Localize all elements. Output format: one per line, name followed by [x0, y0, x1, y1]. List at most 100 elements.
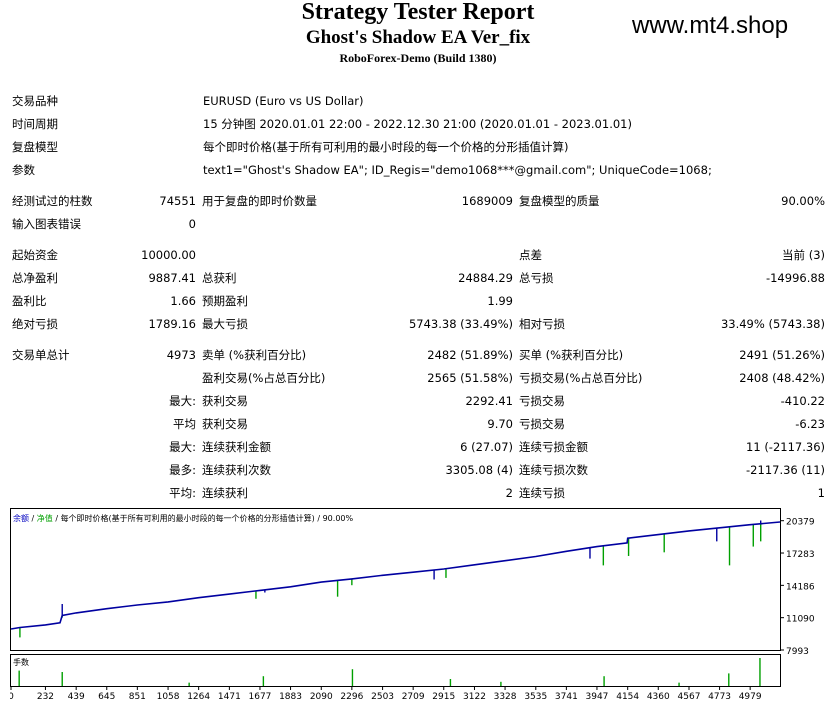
errors-value: 0 [188, 216, 196, 231]
gross-loss-value: -14996.88 [765, 270, 825, 285]
deposit-row: 起始资金 10000.00 点差 当前 (3) [10, 243, 825, 266]
bars-label: 经测试过的柱数 [12, 193, 93, 208]
max-consecutive-count-row: 最多: 连续获利次数 3305.08 (4) 连续亏损次数 -2117.36 (… [10, 458, 825, 481]
consecutive-losses-count-value: -2117.36 (11) [746, 462, 825, 477]
expected-payoff-label: 预期盈利 [202, 293, 248, 308]
x-tick-label: 1677 [249, 692, 272, 702]
deposit-label: 起始资金 [12, 247, 58, 262]
consecutive-losses-count-label: 连续亏损次数 [519, 462, 588, 477]
x-tick-label: 3947 [586, 692, 609, 702]
server-name: RoboForex-Demo (Build 1380) [339, 51, 497, 65]
total-trades-row: 交易单总计 4973 卖单 (%获利百分比) 2482 (51.89%) 买单 … [10, 343, 825, 366]
x-tick-label: 4567 [678, 692, 701, 702]
max-drawdown-value: 5743.38 (33.49%) [408, 316, 513, 331]
net-profit-row: 总净盈利 9887.41 总获利 24884.29 总亏损 -14996.88 [10, 266, 825, 289]
x-tick-label: 3741 [555, 692, 578, 702]
x-tick-label: 2090 [310, 692, 333, 702]
spread-value: 当前 (3) [782, 247, 825, 262]
profit-trades-label: 盈利交易(%占总百分比) [202, 370, 326, 385]
x-tick-label: 1883 [279, 692, 302, 702]
rel-drawdown-value: 33.49% (5743.38) [720, 316, 825, 331]
max-drawdown-label: 最大亏损 [202, 316, 248, 331]
model-row: 复盘模型 每个即时价格(基于所有可利用的最小时段的每一个价格的分形插值计算) [10, 135, 825, 158]
x-tick-label: 4154 [616, 692, 639, 702]
y-tick-label: 20379 [786, 518, 815, 528]
ticks-value: 1689009 [461, 193, 513, 208]
most-prefix: 最多: [169, 462, 196, 477]
gross-profit-value: 24884.29 [458, 270, 513, 285]
balance-chart: 余额 / 净值 / 每个即时价格(基于所有可利用的最小时段的每一个价格的分形插值… [10, 508, 815, 702]
profit-factor-row: 盈利比 1.66 预期盈利 1.99 [10, 289, 825, 312]
legend-balance: 余额 [13, 513, 29, 523]
balance-line [10, 521, 781, 630]
average-prefix: 平均 [173, 416, 196, 431]
legend-model: 每个即时价格(基于所有可利用的最小时段的每一个价格的分形插值计算) [61, 513, 315, 523]
largest-profit-label: 获利交易 [202, 393, 248, 408]
short-positions-label: 卖单 (%获利百分比) [202, 347, 307, 362]
errors-label: 输入图表错误 [12, 216, 81, 231]
svg-text:余额 / 净值 / 每个即时价格(基于所有可利用的最小时段的: 余额 / 净值 / 每个即时价格(基于所有可利用的最小时段的每一个价格的分形插值… [13, 513, 353, 523]
x-tick-label: 0 [10, 692, 14, 702]
x-tick-label: 2915 [432, 692, 455, 702]
avg-consecutive-wins-label: 连续获利 [202, 485, 248, 500]
loss-trades-value: 2408 (48.42%) [739, 370, 825, 385]
y-tick-label: 17283 [786, 550, 815, 560]
symbol-row: 交易品种 EURUSD (Euro vs US Dollar) [10, 89, 825, 112]
lots-label: 手数 [13, 657, 29, 667]
legend-equity: 净值 [37, 513, 53, 523]
consecutive-losses-amount-value: 11 (-2117.36) [746, 439, 825, 454]
legend-quality: 90.00% [323, 514, 354, 523]
x-tick-label: 2296 [340, 692, 363, 702]
period-row: 时间周期 15 分钟图 2020.01.01 22:00 - 2022.12.3… [10, 112, 825, 135]
gross-profit-label: 总获利 [202, 270, 237, 285]
win-lose-row: 盈利交易(%占总百分比) 2565 (51.58%) 亏损交易(%占总百分比) … [10, 366, 825, 389]
max-consecutive-amount-row: 最大: 连续获利金额 6 (27.07) 连续亏损金额 11 (-2117.36… [10, 435, 825, 458]
avg-consecutive-prefix: 平均: [169, 485, 196, 500]
x-tick-label: 645 [98, 692, 115, 702]
x-axis: 0 232 439 645 851 1058 1264 1471 1677 1883 2090 229… [10, 686, 762, 702]
largest-row: 最大: 获利交易 2292.41 亏损交易 -410.22 [10, 389, 825, 412]
avg-consecutive-wins-value: 2 [505, 485, 513, 500]
lot-bars [18, 658, 761, 686]
rel-drawdown-label: 相对亏损 [519, 316, 565, 331]
plot-area [10, 508, 781, 651]
x-tick-label: 1471 [218, 692, 241, 702]
x-tick-label: 1058 [157, 692, 180, 702]
x-tick-label: 3122 [463, 692, 486, 702]
model-value: 每个即时价格(基于所有可利用的最小时段的每一个价格的分形插值计算) [203, 139, 569, 154]
average-profit-value: 9.70 [487, 416, 513, 431]
model-label: 复盘模型 [12, 139, 58, 154]
x-tick-label: 2709 [402, 692, 425, 702]
average-row: 平均 获利交易 9.70 亏损交易 -6.23 [10, 412, 825, 435]
report-title: Strategy Tester Report [301, 0, 535, 25]
avg-consecutive-losses-label: 连续亏损 [519, 485, 565, 500]
bars-row: 经测试过的柱数 74551 用于复盘的即时价数量 1689009 复盘模型的质量… [10, 189, 825, 212]
lots-area [10, 654, 781, 687]
consecutive-wins-amount-value: 6 (27.07) [460, 439, 513, 454]
largest-prefix: 最大: [169, 393, 196, 408]
short-positions-value: 2482 (51.89%) [427, 347, 513, 362]
avg-consecutive-losses-value: 1 [817, 485, 825, 500]
x-tick-label: 4979 [739, 692, 762, 702]
total-trades-value: 4973 [166, 347, 196, 362]
largest-loss-value: -410.22 [780, 393, 825, 408]
period-label: 时间周期 [12, 116, 58, 131]
x-tick-label: 439 [68, 692, 85, 702]
x-tick-label: 4773 [708, 692, 731, 702]
symbol-value: EURUSD (Euro vs US Dollar) [203, 93, 364, 108]
params-row: 参数 text1="Ghost's Shadow EA"; ID_Regis="… [10, 158, 825, 181]
average-loss-value: -6.23 [795, 416, 825, 431]
consecutive-wins-count-label: 连续获利次数 [202, 462, 271, 477]
net-profit-value: 9887.41 [148, 270, 196, 285]
x-tick-label: 3535 [524, 692, 547, 702]
gross-loss-label: 总亏损 [519, 270, 554, 285]
x-tick-label: 232 [37, 692, 54, 702]
loss-trades-label: 亏损交易(%占总百分比) [519, 370, 643, 385]
deposit-value: 10000.00 [141, 247, 196, 262]
symbol-label: 交易品种 [12, 93, 58, 108]
avg-consecutive-row: 平均: 连续获利 2 连续亏损 1 [10, 481, 825, 504]
y-tick-label: 14186 [786, 582, 815, 592]
net-profit-label: 总净盈利 [12, 270, 58, 285]
x-tick-label: 3328 [494, 692, 517, 702]
spread-label: 点差 [519, 247, 542, 262]
